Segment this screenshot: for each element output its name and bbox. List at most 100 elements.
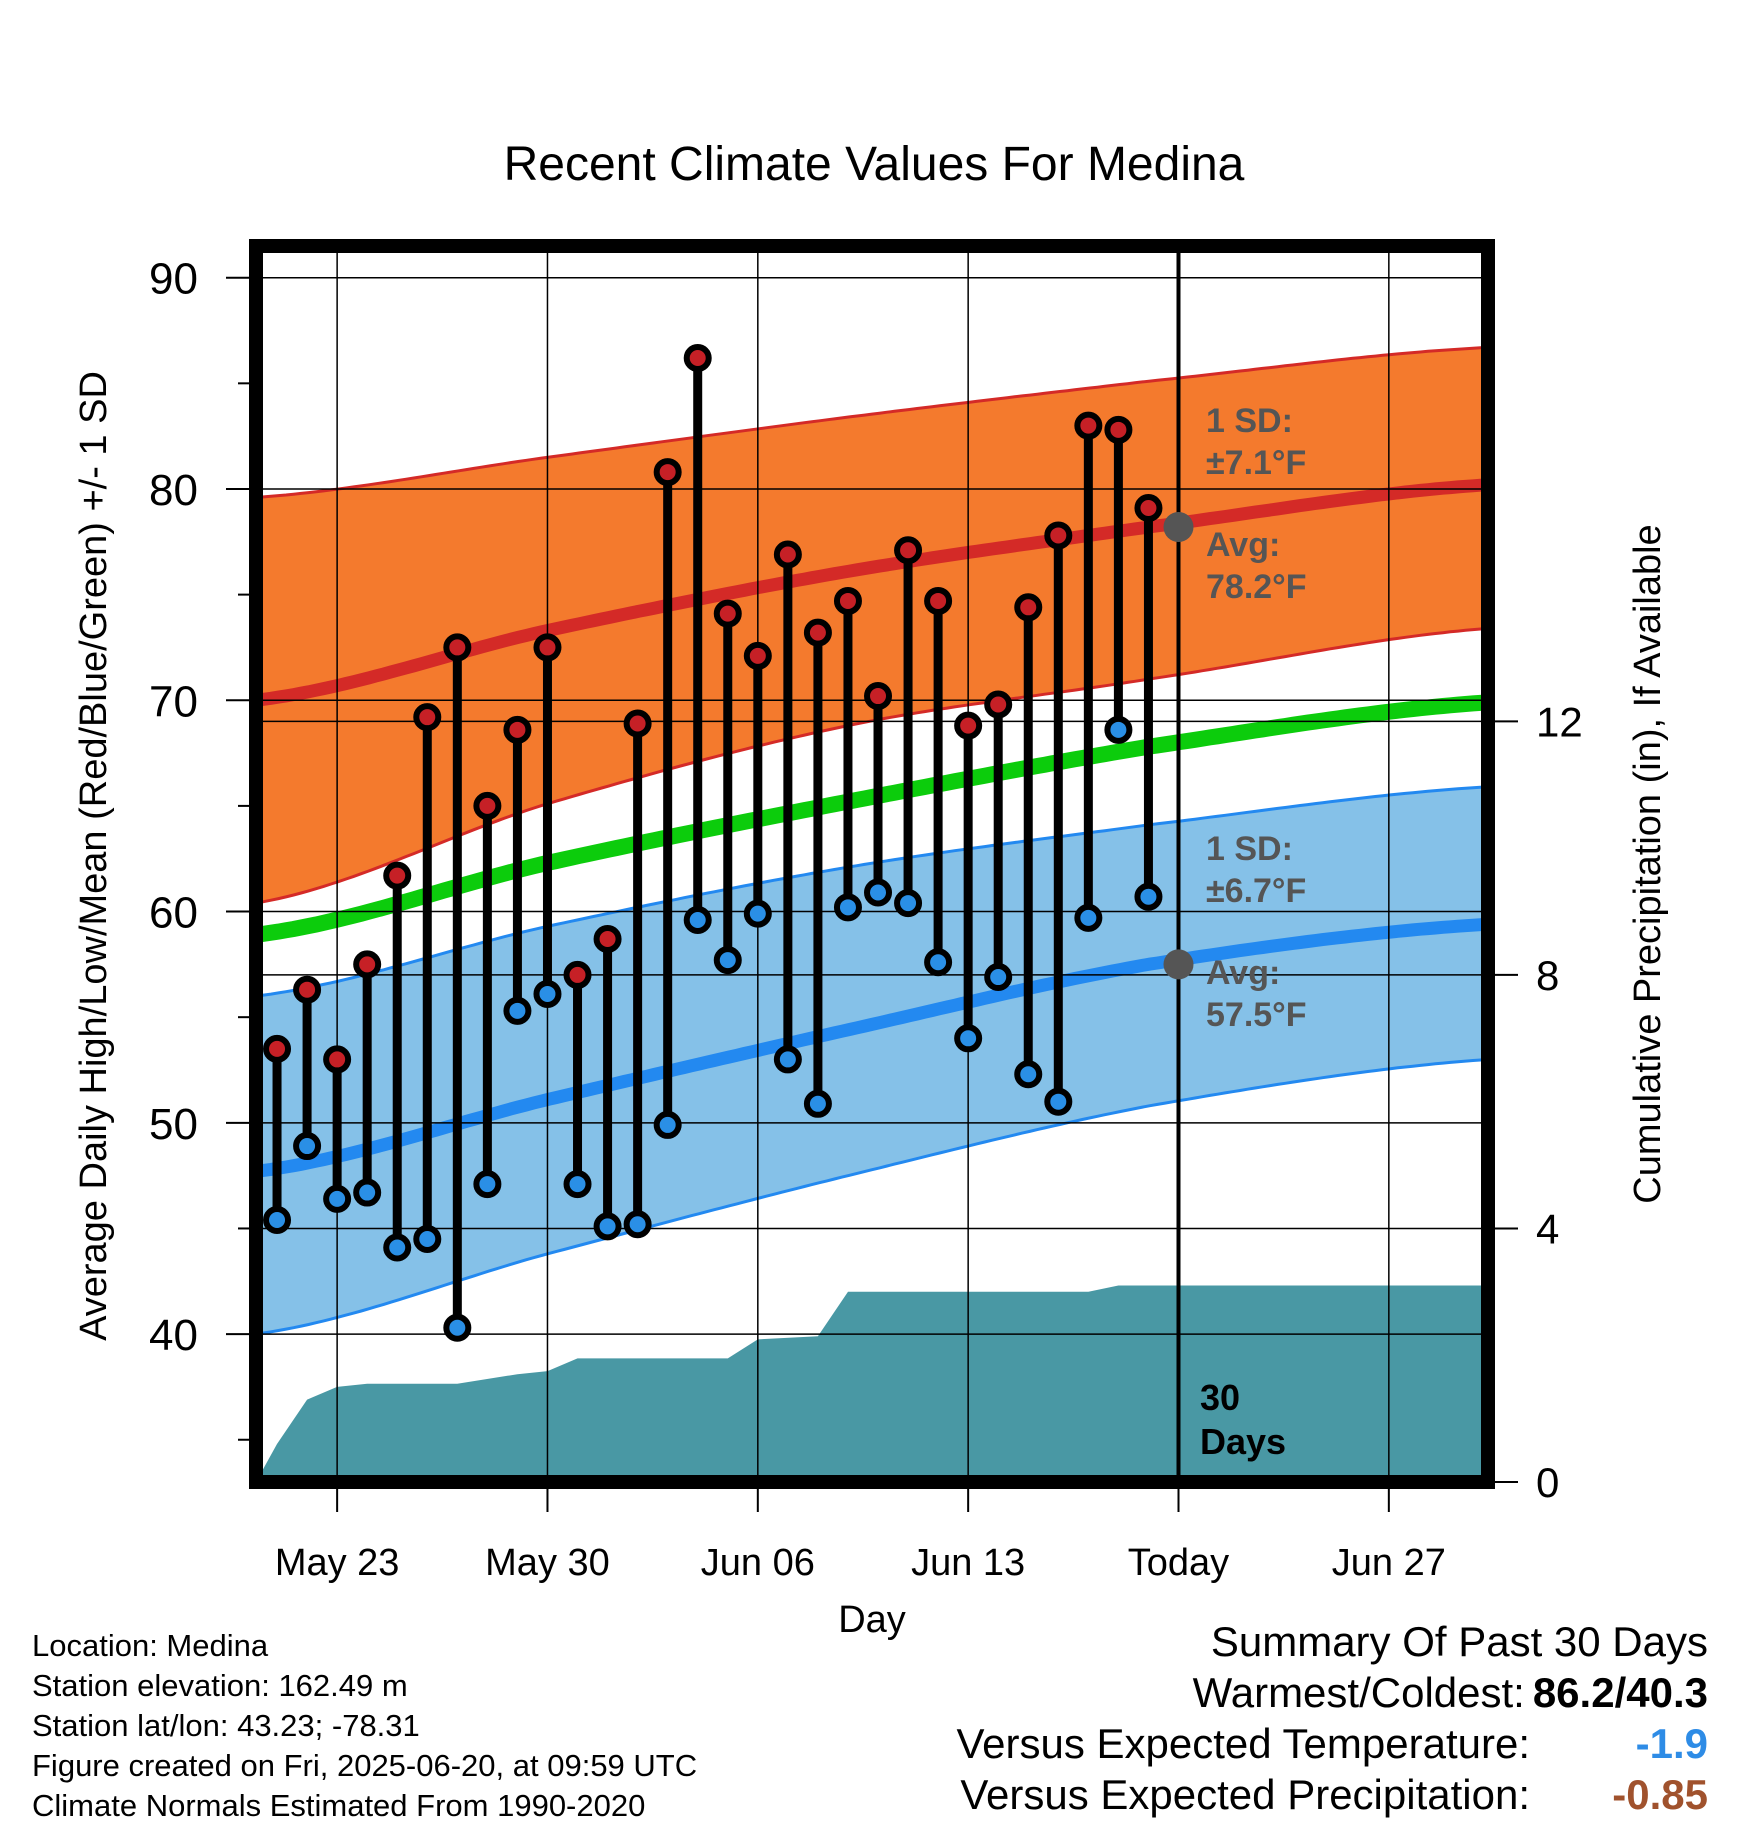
daily-high-point <box>1014 593 1043 622</box>
daily-low-point <box>1074 903 1103 932</box>
elevation-text: Station elevation: 162.49 m <box>32 1668 408 1703</box>
y-tick-label: 40 <box>149 1311 198 1360</box>
daily-low-point <box>473 1170 502 1199</box>
x-axis-label: Day <box>838 1599 906 1641</box>
low-avg-label: Avg: <box>1206 954 1280 992</box>
high-sd-value: ±7.1°F <box>1206 444 1306 482</box>
daily-high-point <box>1104 415 1133 444</box>
daily-high-point <box>533 633 562 662</box>
x-tick-label: Jun 27 <box>1332 1542 1446 1584</box>
daily-high-point <box>353 950 382 979</box>
daily-high-point <box>954 711 983 740</box>
period-annotation: 30 Days <box>1200 1377 1286 1462</box>
daily-high-point <box>383 861 412 890</box>
daily-low-point <box>713 946 742 975</box>
low-sd-label: 1 SD: <box>1206 830 1293 868</box>
warm-cold-value: 86.2/40.3 <box>1532 1669 1708 1716</box>
daily-high-point <box>323 1045 352 1074</box>
plot-frame <box>249 239 1495 1489</box>
daily-high-point <box>803 618 832 647</box>
y2-tick-label: 12 <box>1536 698 1583 745</box>
low-avg-value: 57.5°F <box>1206 996 1307 1034</box>
normals-text: Climate Normals Estimated From 1990-2020 <box>32 1788 646 1823</box>
daily-high-point <box>503 715 532 744</box>
y-tick-label: 60 <box>149 889 198 938</box>
y-tick-label: 50 <box>149 1100 198 1149</box>
x-tick-label: Today <box>1128 1542 1229 1584</box>
daily-high-point <box>894 536 923 565</box>
daily-low-point <box>383 1233 412 1262</box>
low-sd-band <box>256 786 1488 1335</box>
daily-high-point <box>924 586 953 615</box>
period-number: 30 <box>1200 1377 1240 1418</box>
daily-low-point <box>503 996 532 1025</box>
chart-title: Recent Climate Values For Medina <box>504 138 1245 191</box>
plot-area <box>256 345 1488 1482</box>
temp-label: Versus Expected Temperature: <box>956 1720 1530 1767</box>
daily-high-point <box>293 975 322 1004</box>
daily-high-point <box>1074 411 1103 440</box>
daily-high-point <box>653 458 682 487</box>
precip-label: Versus Expected Precipitation: <box>960 1771 1530 1818</box>
daily-high-point <box>413 703 442 732</box>
latlon-text: Station lat/lon: 43.23; -78.31 <box>32 1708 420 1743</box>
summary-precip: Versus Expected Precipitation: -0.85 <box>956 1769 1708 1820</box>
y2-axis-label: Cumulative Precipitation (in), If Availa… <box>1627 524 1669 1203</box>
daily-low-point <box>1044 1087 1073 1116</box>
daily-marks <box>263 343 1163 1342</box>
summary-panel: Summary Of Past 30 Days Warmest/Coldest:… <box>956 1616 1708 1820</box>
daily-low-point <box>563 1170 592 1199</box>
temp-value: -1.9 <box>1635 1720 1708 1767</box>
daily-low-point <box>413 1225 442 1254</box>
daily-low-point <box>1014 1060 1043 1089</box>
y2-tick-label: 0 <box>1536 1459 1559 1506</box>
y-axis-label: Average Daily High/Low/Mean (Red/Blue/Gr… <box>73 371 115 1341</box>
daily-high-point <box>593 925 622 954</box>
created-text: Figure created on Fri, 2025-06-20, at 09… <box>32 1748 698 1783</box>
y2-tick-label: 4 <box>1536 1205 1559 1252</box>
summary-temp: Versus Expected Temperature: -1.9 <box>956 1718 1708 1769</box>
daily-low-point <box>773 1045 802 1074</box>
high-annotation: 1 SD: ±7.1°F Avg: 78.2°F <box>1206 402 1307 606</box>
daily-low-point <box>743 899 772 928</box>
daily-high-point <box>713 599 742 628</box>
low-annotation: 1 SD: ±6.7°F Avg: 57.5°F <box>1206 830 1307 1034</box>
daily-high-point <box>773 540 802 569</box>
precip-area <box>256 1285 1488 1482</box>
high-sd-label: 1 SD: <box>1206 402 1293 440</box>
y2-tick-label: 8 <box>1536 952 1559 999</box>
y-tick-label: 70 <box>149 677 198 726</box>
x-tick-label: Jun 06 <box>701 1542 815 1584</box>
daily-high-point <box>263 1034 292 1063</box>
daily-high-point <box>443 633 472 662</box>
daily-low-point <box>323 1184 352 1213</box>
high-avg-label: Avg: <box>1206 526 1280 564</box>
y-tick-label: 80 <box>149 466 198 515</box>
today-marker <box>1163 246 1194 1482</box>
daily-low-point <box>1134 882 1163 911</box>
daily-low-point <box>803 1089 832 1118</box>
daily-low-point <box>263 1206 292 1235</box>
daily-high-point <box>864 682 893 711</box>
high-avg-value: 78.2°F <box>1206 568 1307 606</box>
daily-low-point <box>353 1178 382 1207</box>
daily-low-point <box>833 893 862 922</box>
precip-value: -0.85 <box>1612 1771 1708 1818</box>
daily-low-point <box>954 1024 983 1053</box>
location-text: Location: Medina <box>32 1628 269 1663</box>
daily-low-point <box>1104 715 1133 744</box>
daily-high-point <box>473 791 502 820</box>
station-info: Location: Medina Station elevation: 162.… <box>32 1626 697 1826</box>
today-avg-low-dot <box>1163 949 1194 980</box>
daily-low-point <box>623 1210 652 1239</box>
daily-low-point <box>894 889 923 918</box>
daily-low-point <box>533 979 562 1008</box>
warm-cold-label: Warmest/Coldest: <box>1192 1669 1525 1716</box>
low-sd-value: ±6.7°F <box>1206 872 1306 910</box>
period-unit: Days <box>1200 1421 1286 1462</box>
daily-high-point <box>833 586 862 615</box>
y-tick-label: 90 <box>149 255 198 304</box>
summary-warm-cold: Warmest/Coldest: 86.2/40.3 <box>956 1667 1708 1718</box>
summary-heading: Summary Of Past 30 Days <box>1210 1618 1708 1665</box>
